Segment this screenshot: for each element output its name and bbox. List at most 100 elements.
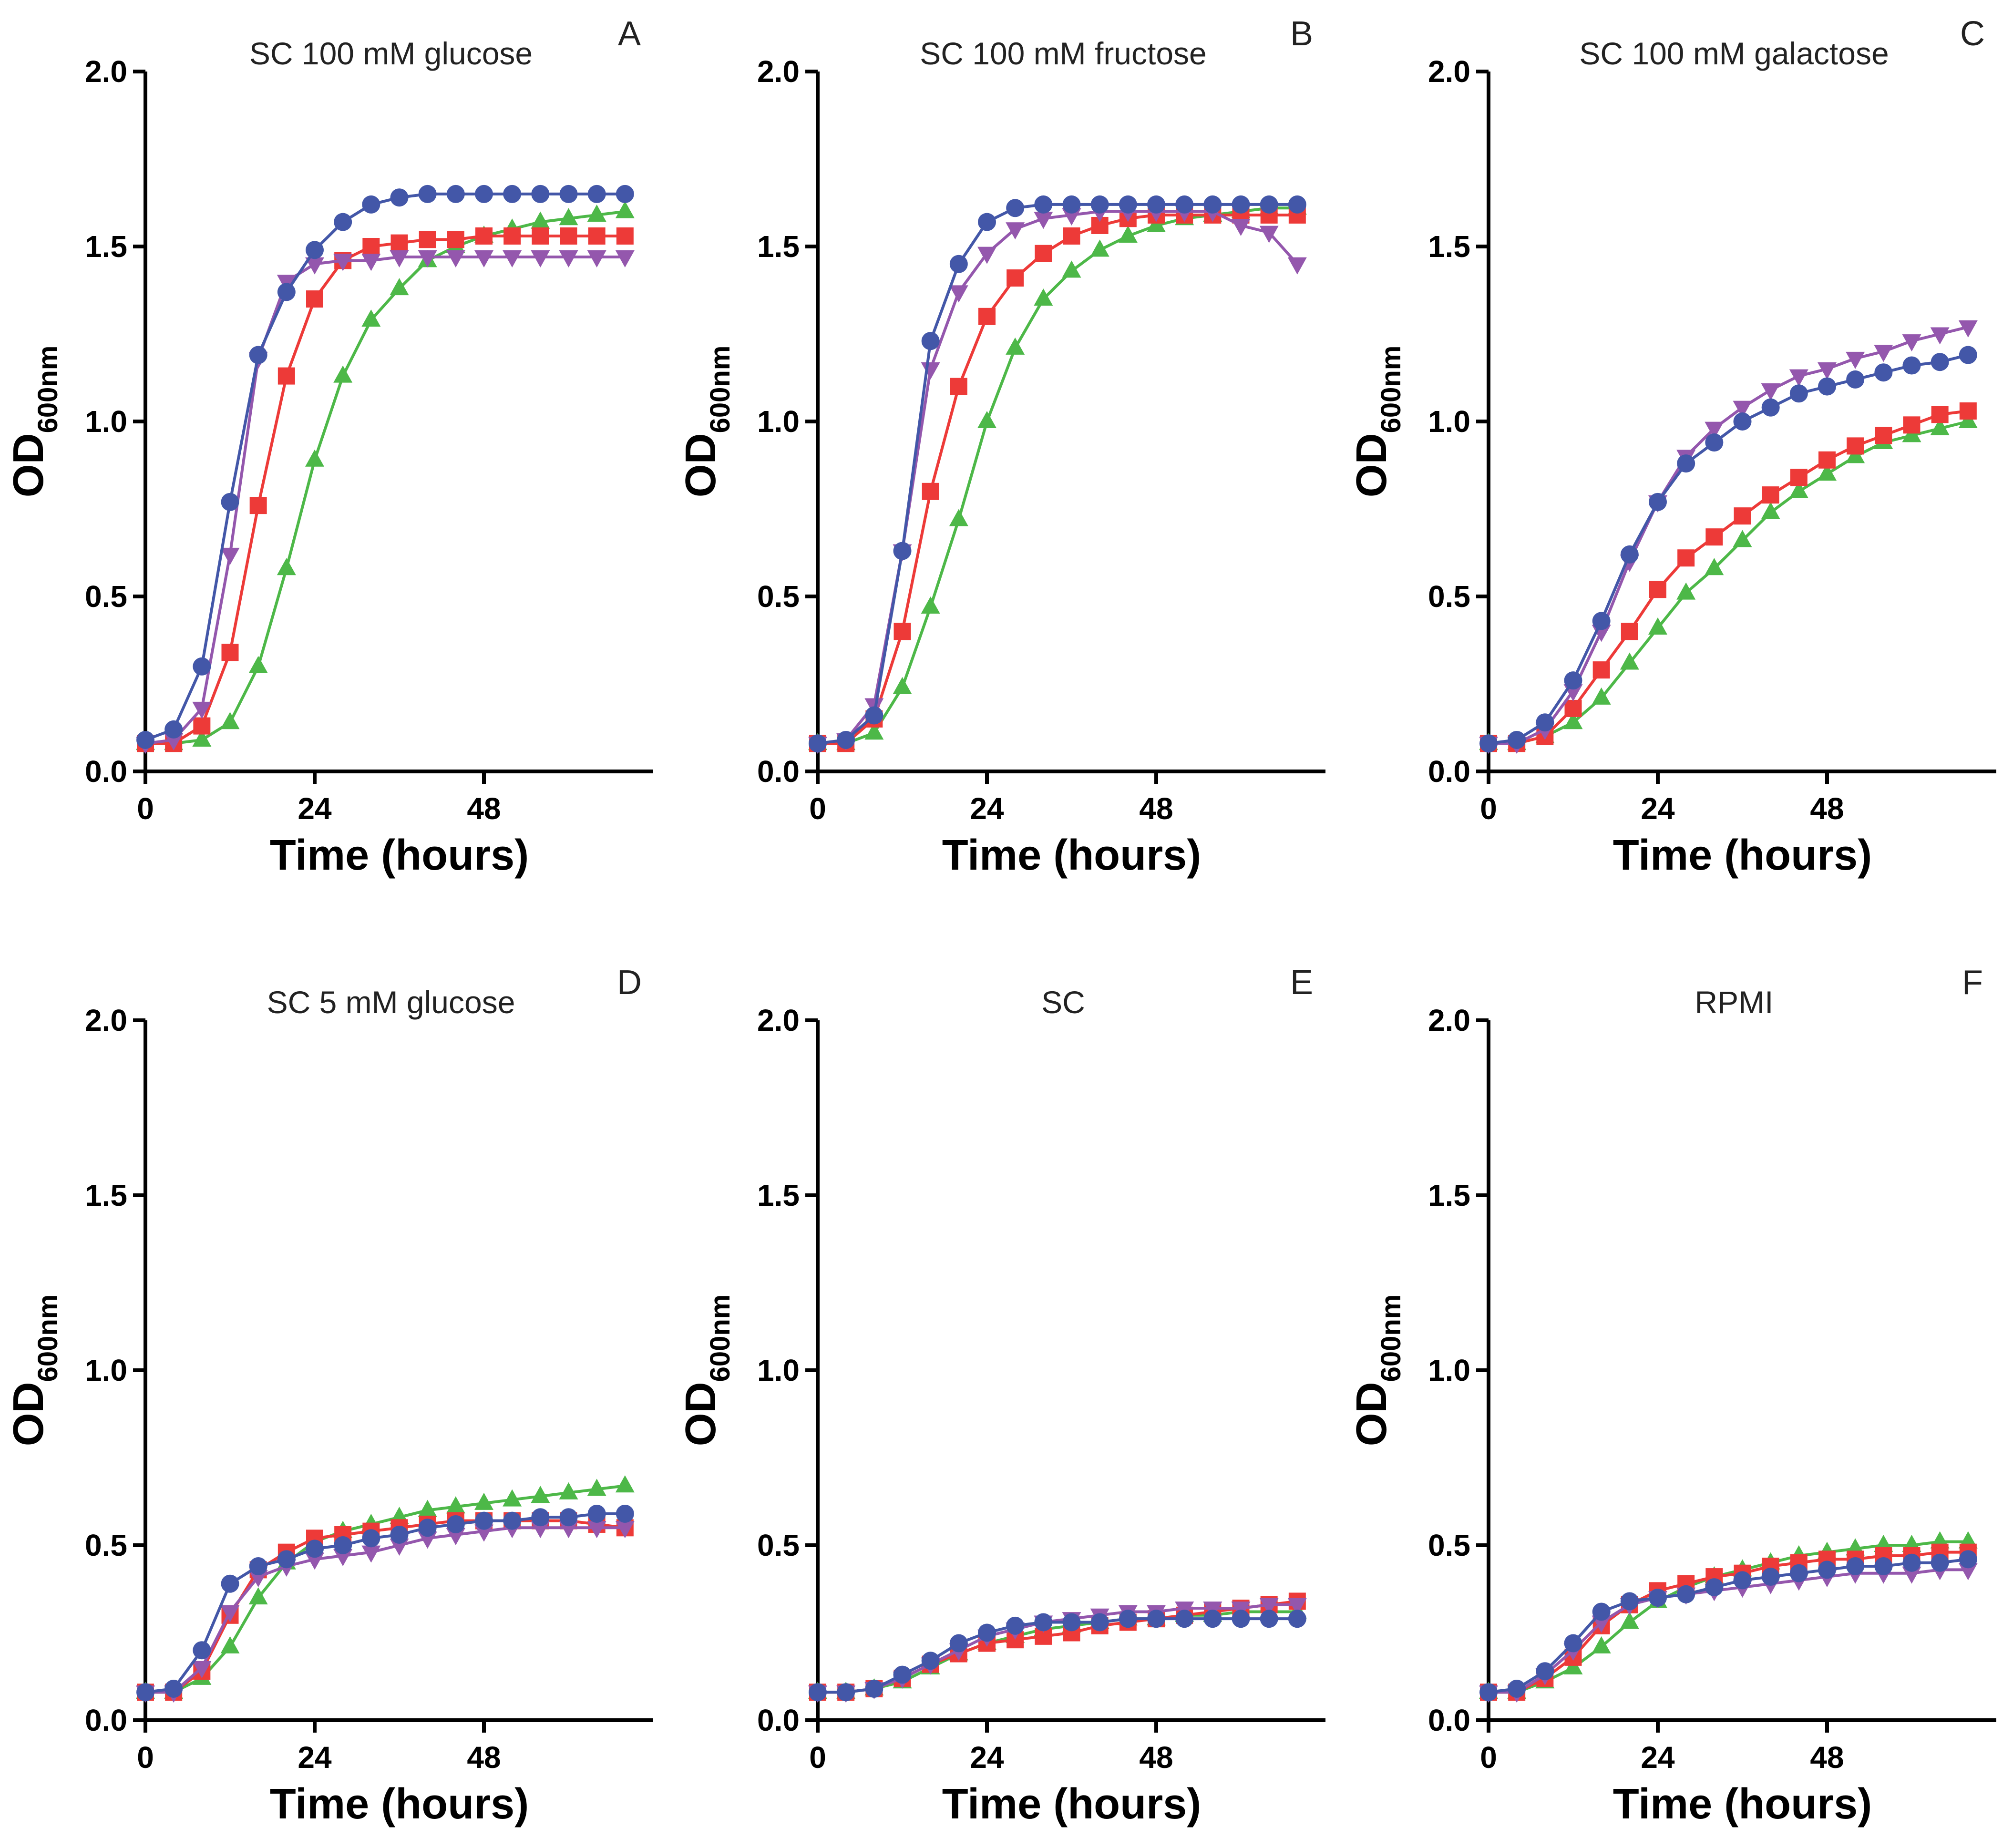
data-point-red-square — [1705, 528, 1723, 546]
data-point-green-triangle-up — [864, 722, 884, 740]
y-tick-label: 1.5 — [1428, 1178, 1470, 1212]
data-point-blue-circle — [418, 1519, 437, 1537]
data-point-purple-triangle-down — [418, 1531, 437, 1549]
data-point-purple-triangle-down — [305, 1552, 324, 1570]
panel-letter: B — [1290, 15, 1313, 53]
y-tick-label: 0.0 — [757, 754, 800, 789]
data-point-green-triangle-up — [1563, 1657, 1583, 1674]
data-point-blue-circle — [475, 1511, 493, 1530]
data-point-green-triangle-up — [559, 1482, 578, 1499]
data-point-purple-triangle-down — [474, 250, 493, 268]
data-point-blue-circle — [1119, 1610, 1137, 1628]
y-tick-label: 1.0 — [757, 404, 800, 439]
y-axis-label-main: OD — [5, 433, 52, 497]
data-point-blue-circle — [1733, 412, 1752, 431]
data-point-green-triangle-up — [1034, 288, 1053, 306]
data-point-green-triangle-up — [1147, 215, 1166, 232]
data-point-purple-triangle-down — [615, 250, 635, 268]
data-point-blue-circle — [1232, 1610, 1250, 1628]
data-point-blue-circle — [306, 241, 324, 259]
data-point-blue-circle — [531, 1508, 550, 1527]
data-point-blue-circle — [1203, 195, 1222, 214]
panel-title: RPMI — [1695, 985, 1774, 1020]
data-point-blue-circle — [193, 657, 211, 676]
data-point-blue-circle — [446, 1515, 465, 1533]
data-point-red-square — [1847, 437, 1864, 455]
data-point-red-square — [588, 227, 606, 245]
y-tick-label: 1.5 — [1428, 229, 1470, 264]
data-point-blue-circle — [837, 730, 855, 749]
y-tick-label: 0.5 — [1428, 579, 1470, 614]
y-tick-label: 1.5 — [757, 229, 800, 264]
panel-letter: A — [618, 15, 641, 53]
y-tick-label: 2.0 — [1428, 1003, 1470, 1037]
data-point-red-square — [1063, 227, 1080, 245]
data-point-green-triangle-up — [977, 411, 996, 428]
data-point-purple-triangle-down — [333, 254, 353, 271]
data-point-blue-circle — [1006, 1616, 1025, 1635]
data-point-red-square — [1959, 402, 1977, 420]
panel-title: SC 100 mM fructose — [920, 36, 1207, 71]
series-line-blue-circle — [145, 1512, 625, 1694]
y-axis-label: OD600nm — [5, 1294, 63, 1447]
y-tick-label: 2.0 — [757, 1003, 800, 1037]
data-point-blue-circle — [1902, 1553, 1921, 1572]
data-point-blue-circle — [949, 255, 968, 273]
data-point-purple-triangle-down — [587, 250, 606, 268]
data-point-green-triangle-up — [1006, 337, 1025, 355]
panel-title: SC 100 mM galactose — [1579, 36, 1889, 71]
data-point-green-triangle-up — [1902, 425, 1921, 442]
data-point-green-triangle-up — [192, 729, 212, 747]
y-tick-label: 0.5 — [757, 1528, 800, 1562]
data-point-green-triangle-up — [893, 677, 912, 694]
data-point-green-triangle-up — [615, 201, 635, 218]
data-point-red-square — [1564, 699, 1582, 717]
series-line-blue-circle — [1488, 353, 1969, 745]
data-point-green-triangle-up — [1062, 260, 1081, 278]
x-axis-label: Time (hours) — [270, 1780, 529, 1828]
data-point-purple-triangle-down — [587, 1521, 606, 1539]
x-tick-label: 24 — [298, 1740, 332, 1775]
data-point-purple-triangle-down — [559, 1521, 578, 1539]
data-point-blue-circle — [277, 1550, 296, 1569]
data-point-blue-circle — [390, 1525, 409, 1544]
data-point-blue-circle — [1508, 1679, 1526, 1698]
series-green-triangle-up — [1479, 411, 1978, 750]
data-point-purple-triangle-down — [559, 250, 578, 268]
series-line-purple-triangle-down — [145, 256, 625, 745]
y-tick-label: 0.0 — [757, 1703, 800, 1737]
data-point-purple-triangle-down — [164, 733, 184, 750]
data-point-purple-triangle-down — [333, 1549, 353, 1567]
panel-title: SC 5 mM glucose — [267, 985, 515, 1020]
data-point-green-triangle-up — [333, 365, 353, 383]
data-point-purple-triangle-down — [474, 1524, 493, 1542]
y-axis-label: OD600nm — [1348, 1294, 1407, 1447]
data-point-purple-triangle-down — [1733, 400, 1752, 418]
y-tick-label: 2.0 — [757, 54, 800, 89]
data-point-red-square — [1006, 269, 1024, 287]
data-point-purple-triangle-down — [1592, 1615, 1611, 1633]
x-tick-label: 24 — [1641, 1740, 1675, 1775]
data-point-red-square — [1790, 469, 1808, 486]
data-point-blue-circle — [1649, 493, 1667, 511]
x-tick-label: 24 — [1641, 791, 1675, 826]
data-point-blue-circle — [475, 185, 493, 203]
data-point-blue-circle — [1147, 1610, 1165, 1628]
data-point-blue-circle — [334, 1536, 352, 1554]
data-point-green-triangle-up — [474, 1492, 493, 1510]
data-point-purple-triangle-down — [248, 1570, 268, 1588]
data-point-red-square — [1677, 549, 1695, 567]
y-axis-label-main: OD — [5, 1382, 52, 1446]
data-point-blue-circle — [1959, 346, 1977, 364]
series-line-green-triangle-up — [145, 210, 626, 745]
series-line-green-triangle-up — [1489, 420, 1969, 745]
data-point-blue-circle — [1874, 1557, 1893, 1576]
data-point-blue-circle — [1288, 195, 1306, 214]
y-axis-label: OD600nm — [677, 346, 736, 498]
y-axis-label: OD600nm — [1348, 346, 1407, 498]
data-point-blue-circle — [1260, 1610, 1278, 1628]
data-point-blue-circle — [893, 542, 912, 560]
data-point-green-triangle-up — [220, 1636, 240, 1653]
y-axis-label: OD600nm — [5, 346, 63, 498]
y-tick-label: 0.5 — [1428, 1528, 1470, 1562]
